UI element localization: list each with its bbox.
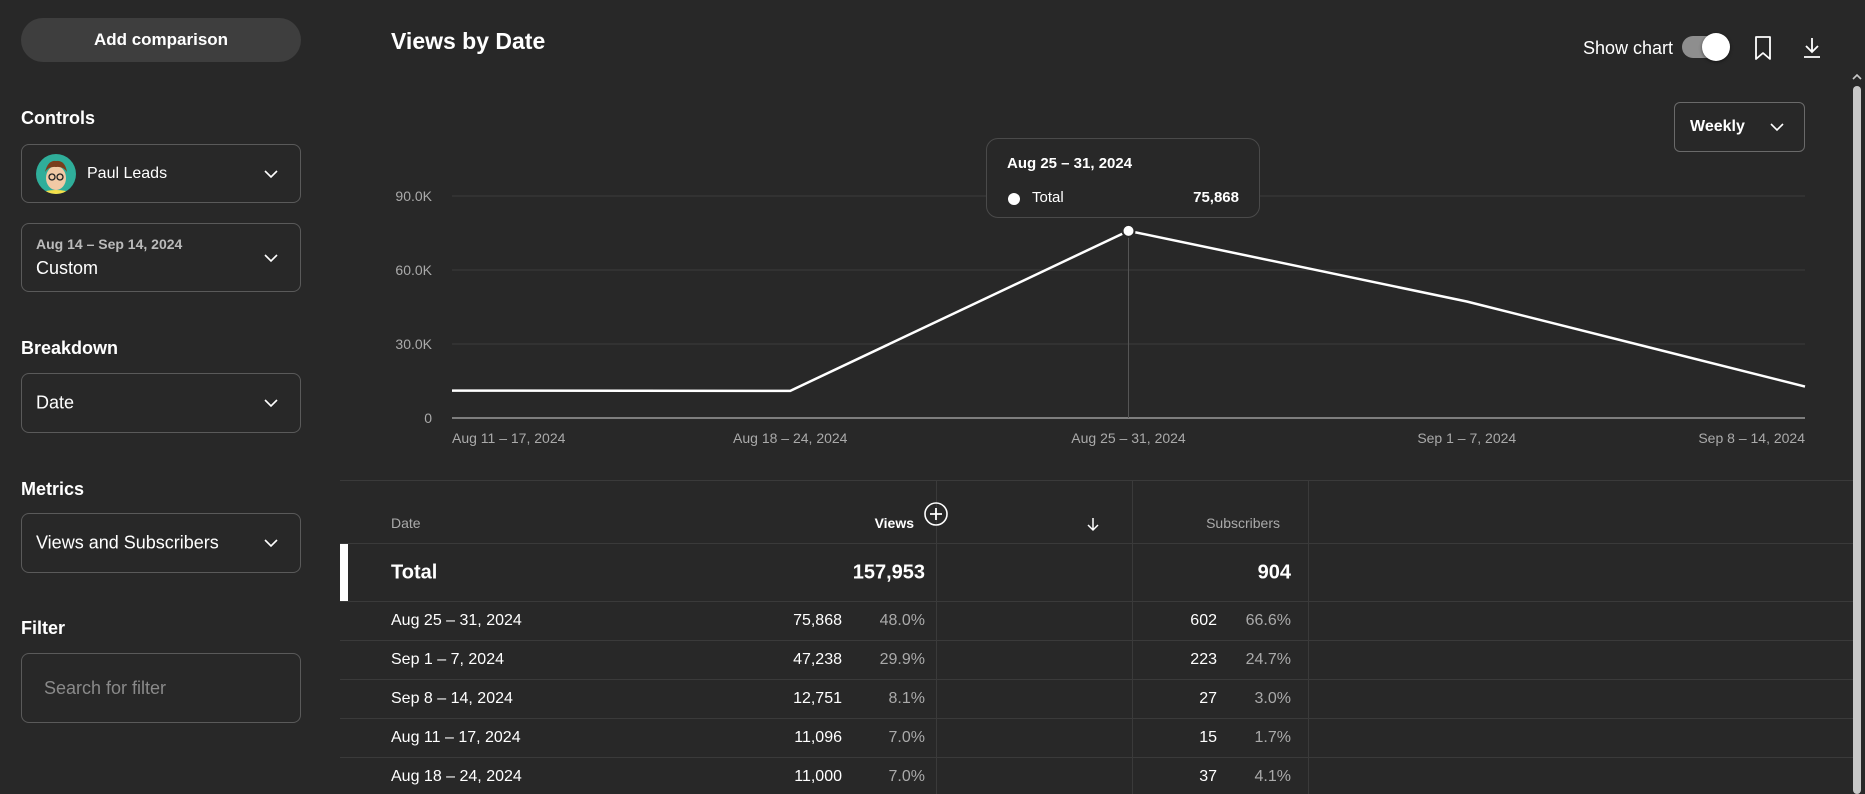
table-row[interactable]: Sep 1 – 7, 2024 47,238 29.9% 223 24.7%	[340, 640, 1855, 679]
row-views-pct: 8.1%	[888, 690, 925, 707]
row-subscribers: 37	[1199, 768, 1217, 785]
total-views: 157,953	[852, 561, 925, 583]
tooltip-value: 75,868	[1193, 189, 1239, 206]
row-views-pct: 48.0%	[879, 612, 925, 629]
toggle-knob	[1702, 33, 1730, 61]
avatar	[36, 154, 76, 194]
y-tick-label: 0	[424, 410, 432, 426]
table-row[interactable]: Sep 8 – 14, 2024 12,751 8.1% 27 3.0%	[340, 679, 1855, 718]
account-dropdown[interactable]: Paul Leads	[21, 144, 301, 203]
table-row[interactable]: Aug 11 – 17, 2024 11,096 7.0% 15 1.7%	[340, 718, 1855, 757]
row-views-pct: 29.9%	[879, 651, 925, 668]
metrics-dropdown[interactable]: Views and Subscribers	[21, 513, 301, 573]
chevron-down-icon	[262, 165, 280, 183]
row-views-pct: 7.0%	[888, 768, 925, 785]
row-views: 11,000	[794, 768, 842, 785]
column-header-subscribers[interactable]: Subscribers	[1206, 515, 1280, 531]
row-subscribers: 602	[1190, 612, 1217, 629]
row-date: Aug 18 – 24, 2024	[391, 768, 522, 785]
row-subscribers: 27	[1199, 690, 1217, 707]
row-subscribers-pct: 66.6%	[1245, 612, 1291, 629]
period-dropdown[interactable]: Weekly	[1674, 102, 1805, 152]
row-subscribers-pct: 1.7%	[1254, 729, 1291, 746]
account-name: Paul Leads	[87, 164, 168, 182]
row-subscribers: 15	[1199, 729, 1217, 746]
column-header-date[interactable]: Date	[391, 515, 421, 531]
breakdown-label: Breakdown	[21, 338, 119, 358]
chevron-down-icon	[262, 534, 280, 552]
page-title: Views by Date	[391, 28, 546, 54]
x-tick-label: Aug 18 – 24, 2024	[733, 430, 848, 446]
row-views-pct: 7.0%	[888, 729, 925, 746]
chevron-down-icon	[1768, 118, 1786, 136]
row-subscribers: 223	[1190, 651, 1217, 668]
scroll-up-arrow-icon[interactable]	[1852, 72, 1862, 82]
breakdown-dropdown[interactable]: Date	[21, 373, 301, 433]
tooltip-series-dot	[1008, 193, 1020, 205]
download-icon[interactable]	[1797, 33, 1827, 63]
show-chart-label: Show chart	[1583, 38, 1674, 58]
row-views: 11,096	[794, 729, 842, 746]
controls-label: Controls	[21, 108, 95, 128]
filter-label: Filter	[21, 618, 66, 638]
table-total-row: Total 157,953 904	[340, 543, 1855, 601]
total-row-indicator	[340, 544, 348, 601]
total-label: Total	[391, 561, 438, 583]
highlighted-data-point	[1121, 223, 1136, 238]
row-views: 12,751	[793, 690, 842, 707]
show-chart-toggle[interactable]	[1682, 33, 1730, 61]
metrics-value: Views and Subscribers	[36, 532, 219, 553]
row-date: Aug 25 – 31, 2024	[391, 612, 522, 629]
y-tick-label: 30.0K	[395, 336, 432, 352]
date-range-text: Aug 14 – Sep 14, 2024	[36, 236, 183, 252]
row-date: Sep 8 – 14, 2024	[391, 690, 513, 707]
row-subscribers-pct: 3.0%	[1254, 690, 1291, 707]
total-subscribers: 904	[1257, 561, 1291, 583]
breakdown-value: Date	[36, 392, 75, 413]
column-divider	[936, 481, 937, 794]
row-subscribers-pct: 24.7%	[1245, 651, 1291, 668]
row-subscribers-pct: 4.1%	[1254, 768, 1291, 785]
y-tick-label: 90.0K	[395, 188, 432, 204]
data-table: Date Views Subscribers Total 157,953 904…	[340, 480, 1855, 794]
chevron-down-icon	[262, 394, 280, 412]
sidebar: Add comparison Controls Paul Leads Aug 1…	[0, 0, 320, 794]
table-row[interactable]: Aug 18 – 24, 2024 11,000 7.0% 37 4.1%	[340, 757, 1855, 794]
tooltip-date: Aug 25 – 31, 2024	[1007, 155, 1133, 172]
filter-search-input[interactable]	[21, 653, 301, 723]
row-date: Aug 11 – 17, 2024	[391, 729, 521, 746]
column-divider	[1132, 481, 1133, 794]
column-header-views[interactable]: Views	[874, 515, 914, 531]
chart-tooltip: Aug 25 – 31, 2024 Total 75,868	[986, 138, 1260, 218]
table-row[interactable]: Aug 25 – 31, 2024 75,868 48.0% 602 66.6%	[340, 601, 1855, 640]
column-divider	[1308, 481, 1309, 794]
vertical-scrollbar[interactable]	[1853, 86, 1861, 794]
add-column-icon[interactable]	[923, 501, 949, 527]
date-range-dropdown[interactable]: Aug 14 – Sep 14, 2024 Custom	[21, 223, 301, 292]
add-comparison-button[interactable]: Add comparison	[21, 18, 301, 62]
date-range-preset: Custom	[36, 258, 99, 278]
x-tick-label: Aug 25 – 31, 2024	[1071, 430, 1186, 446]
sort-descending-icon[interactable]	[1085, 516, 1101, 532]
row-date: Sep 1 – 7, 2024	[391, 651, 504, 668]
period-value: Weekly	[1690, 118, 1745, 135]
x-tick-label: Sep 1 – 7, 2024	[1417, 430, 1516, 446]
metrics-label: Metrics	[21, 479, 85, 499]
y-tick-label: 60.0K	[395, 262, 432, 278]
x-tick-label: Aug 11 – 17, 2024	[452, 430, 566, 446]
bookmark-icon[interactable]	[1748, 33, 1778, 63]
row-views: 75,868	[793, 612, 842, 629]
row-views: 47,238	[793, 651, 842, 668]
x-tick-label: Sep 8 – 14, 2024	[1698, 430, 1805, 446]
chevron-down-icon	[262, 249, 280, 267]
tooltip-series-name: Total	[1032, 189, 1064, 206]
